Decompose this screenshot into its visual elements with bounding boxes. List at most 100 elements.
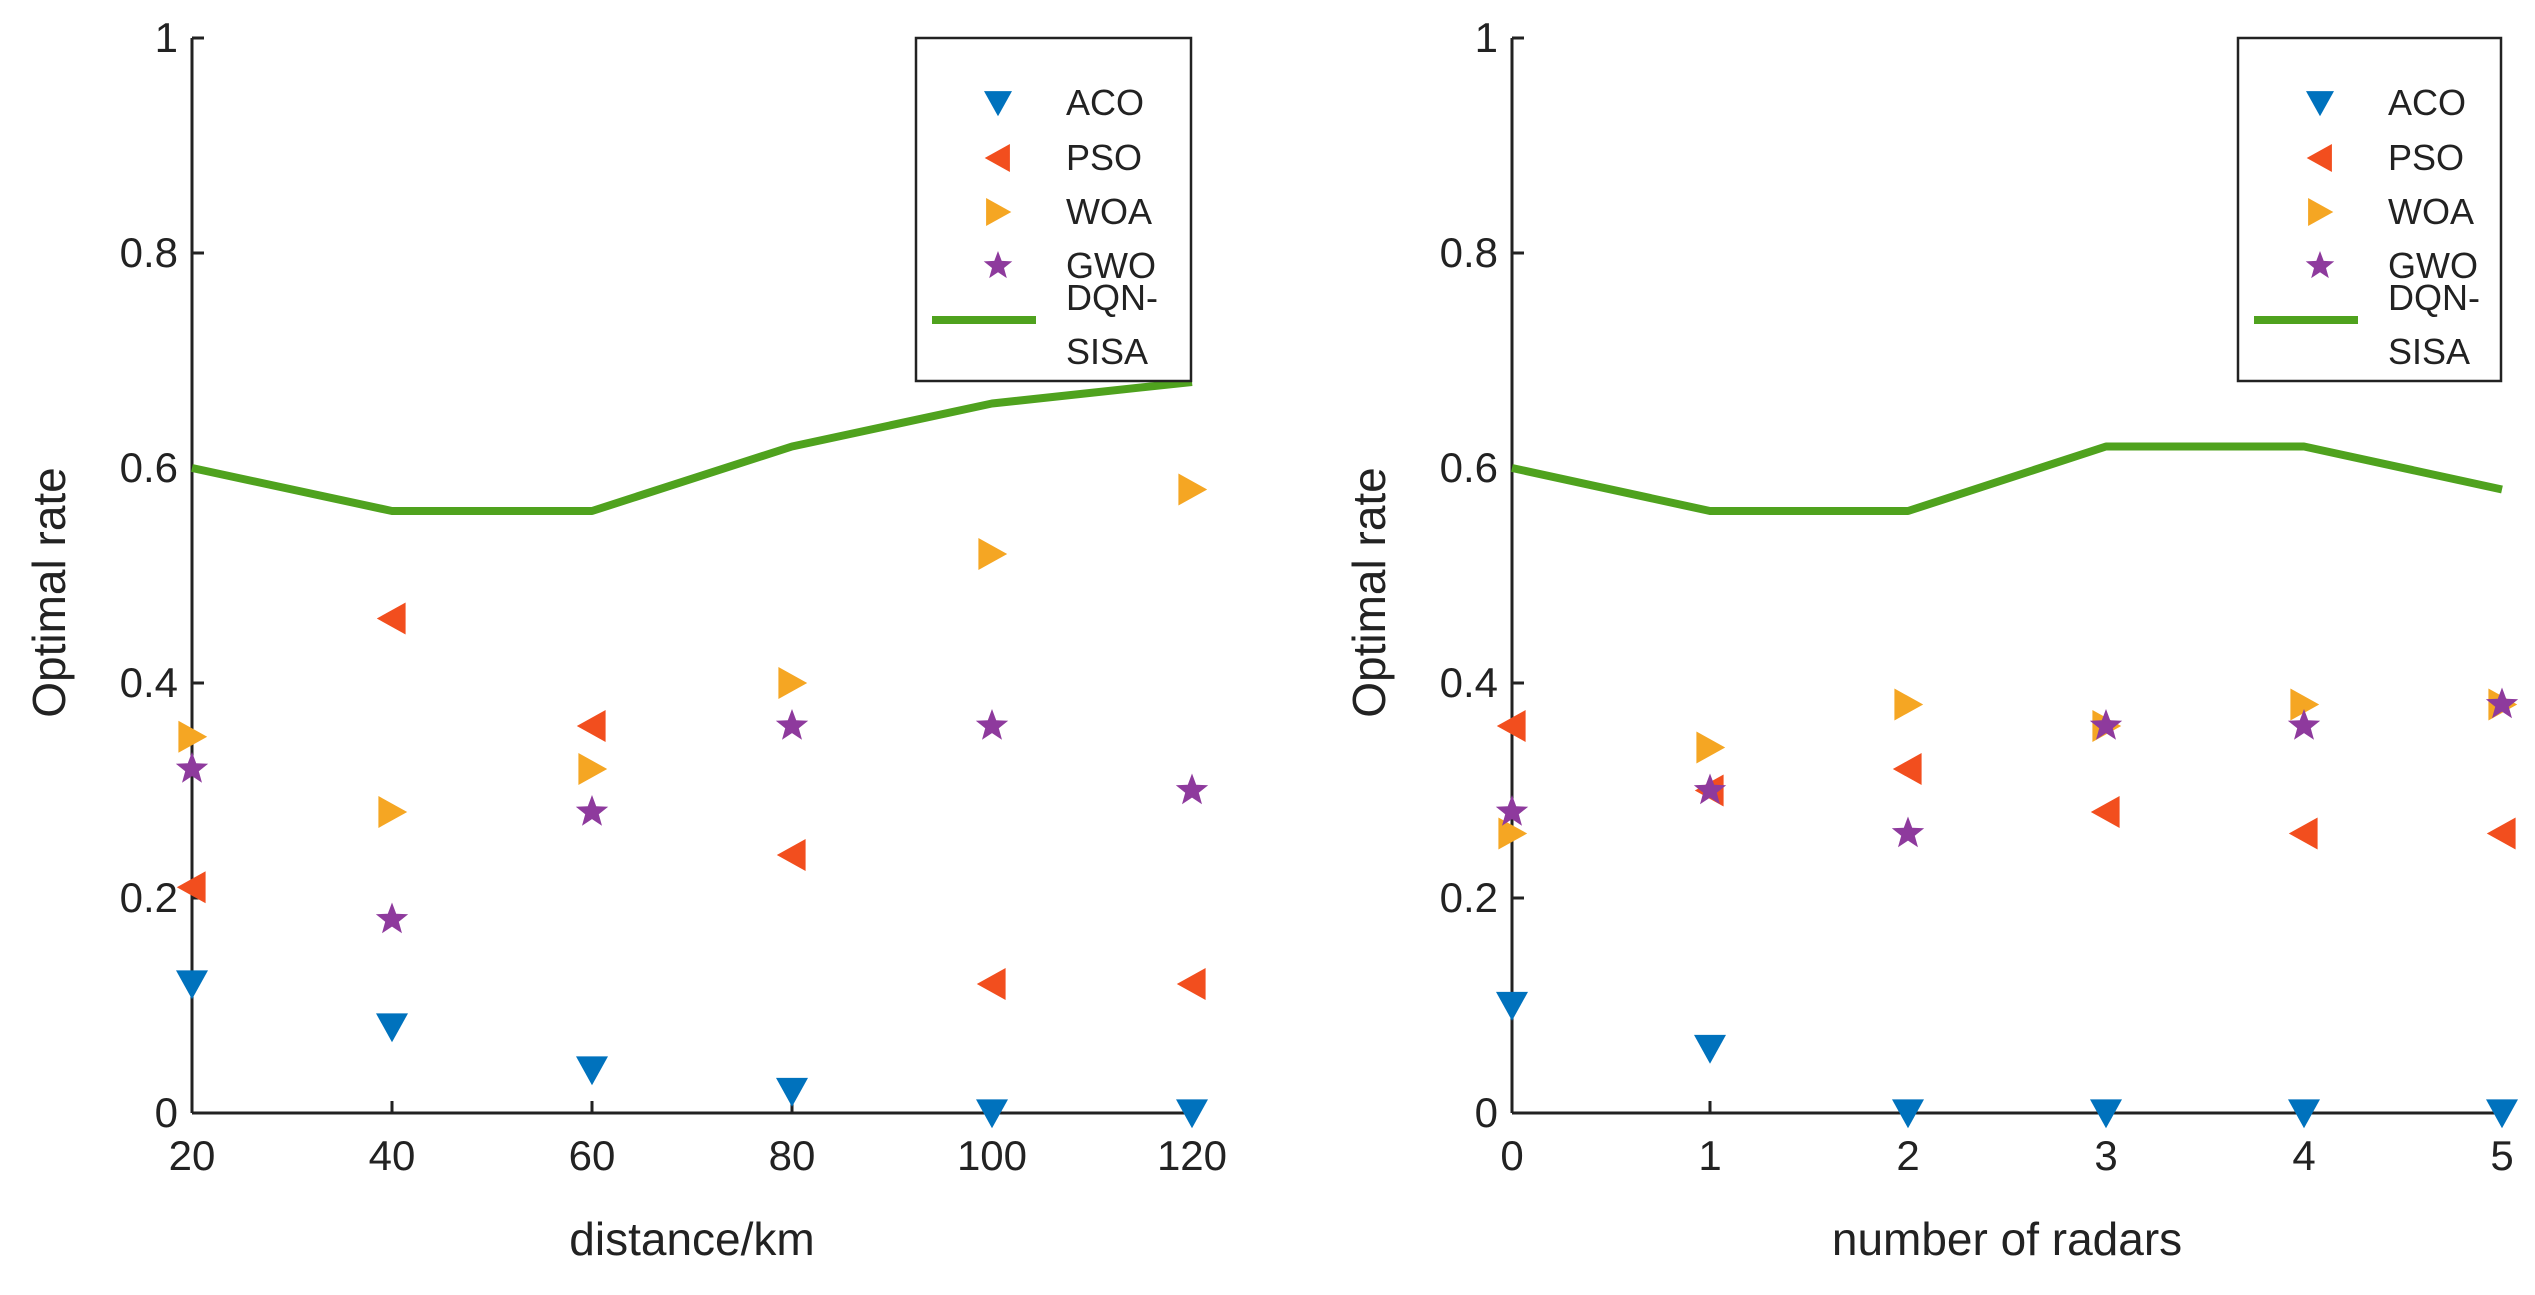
legend-label: PSO — [2388, 137, 2464, 178]
chart-panel-2: 0 0.2 0.4 0.6 0.8 1 0 1 2 3 4 5 number of radars Opti… — [1343, 14, 2519, 1265]
data-point-aco — [1176, 1099, 1208, 1129]
data-point-pso — [2288, 817, 2318, 850]
y-tick-label: 1 — [1475, 14, 1498, 61]
x-tick-label: 4 — [2292, 1132, 2315, 1179]
legend-marker-icon — [984, 144, 1010, 172]
data-point-pso — [376, 602, 406, 635]
data-point-aco — [976, 1099, 1008, 1129]
data-point-aco — [2288, 1099, 2320, 1129]
data-point-pso — [1892, 753, 1922, 785]
x-tick-label: 100 — [957, 1132, 1027, 1179]
data-point-woa — [178, 720, 208, 753]
data-point-pso — [976, 968, 1006, 1000]
legend-label: PSO — [1066, 137, 1142, 178]
series-line-dqn-sisa — [191, 378, 1193, 515]
data-point-aco — [2090, 1099, 2122, 1129]
data-point-gwo — [2089, 709, 2123, 740]
x-tick-label: 5 — [2490, 1132, 2513, 1179]
y-tick-label: 0.6 — [1440, 444, 1498, 491]
data-point-pso — [176, 871, 206, 904]
data-point-aco — [2486, 1099, 2518, 1129]
legend-label: ACO — [1066, 82, 1144, 123]
x-tick-label: 0 — [1500, 1132, 1523, 1179]
legend-label: GWO — [2388, 245, 2478, 286]
data-point-aco — [1496, 991, 1528, 1021]
series-line-dqn-sisa — [1511, 442, 2503, 515]
data-point-gwo — [975, 709, 1009, 740]
data-point-gwo — [1495, 795, 1529, 826]
data-point-pso — [2486, 817, 2516, 850]
data-point-woa — [1696, 731, 1726, 764]
y-tick-label: 0.2 — [120, 874, 178, 921]
data-point-woa — [578, 753, 608, 785]
legend-marker-icon — [2306, 144, 2332, 172]
data-point-aco — [776, 1077, 808, 1107]
y-tick-label: 0.2 — [1440, 874, 1498, 921]
legend-label: SISA — [2388, 331, 2470, 372]
legend-label: WOA — [1066, 191, 1152, 232]
data-point-gwo — [375, 902, 409, 934]
x-axis-label: distance/km — [569, 1213, 814, 1265]
y-axis-label: Optimal rate — [23, 467, 75, 718]
x-tick-label: 80 — [769, 1132, 816, 1179]
y-tick-label: 0.8 — [120, 229, 178, 276]
y-tick-label: 0.6 — [120, 444, 178, 491]
legend-label: DQN- — [1066, 277, 1158, 318]
y-tick-label: 0.4 — [120, 659, 178, 706]
data-point-gwo — [775, 709, 809, 740]
legend-label: WOA — [2388, 191, 2474, 232]
data-point-gwo — [1891, 816, 1925, 848]
legend-marker-icon — [2305, 251, 2335, 279]
data-point-woa — [2290, 688, 2320, 721]
y-axis-label: Optimal rate — [1343, 467, 1395, 718]
legend-label: SISA — [1066, 331, 1148, 372]
legend-marker-icon — [983, 251, 1013, 279]
data-point-woa — [778, 667, 808, 699]
data-point-woa — [1178, 473, 1208, 506]
data-point-pso — [576, 710, 606, 742]
data-point-aco — [176, 970, 208, 1000]
data-point-gwo — [575, 795, 609, 826]
data-point-gwo — [1693, 773, 1727, 805]
y-tick-label: 0 — [155, 1089, 178, 1136]
data-point-woa — [978, 538, 1008, 570]
legend-marker-icon — [2306, 91, 2334, 117]
x-tick-label: 120 — [1157, 1132, 1227, 1179]
data-point-aco — [376, 1013, 408, 1043]
x-tick-label: 40 — [369, 1132, 416, 1179]
data-point-gwo — [2287, 709, 2321, 740]
y-tick-label: 0.8 — [1440, 229, 1498, 276]
x-axis-label: number of radars — [1832, 1213, 2182, 1265]
data-point-gwo — [2485, 687, 2519, 719]
data-point-aco — [1694, 1034, 1726, 1064]
legend-label: ACO — [2388, 82, 2466, 123]
legend-marker-icon — [2308, 198, 2334, 226]
data-point-pso — [776, 839, 806, 871]
legend-label: DQN- — [2388, 277, 2480, 318]
x-tick-label: 60 — [569, 1132, 616, 1179]
data-point-woa — [378, 796, 408, 828]
x-tick-label: 2 — [1896, 1132, 1919, 1179]
data-point-pso — [1176, 968, 1206, 1000]
y-tick-label: 1 — [155, 14, 178, 61]
data-point-woa — [1894, 688, 1924, 721]
legend-label: GWO — [1066, 245, 1156, 286]
data-point-pso — [2090, 796, 2120, 828]
x-tick-label: 1 — [1698, 1132, 1721, 1179]
x-tick-label: 3 — [2094, 1132, 2117, 1179]
data-point-aco — [1892, 1099, 1924, 1129]
data-point-aco — [576, 1056, 608, 1086]
y-tick-label: 0.4 — [1440, 659, 1498, 706]
x-tick-label: 20 — [169, 1132, 216, 1179]
data-point-gwo — [175, 752, 209, 783]
data-point-pso — [1496, 710, 1526, 742]
y-tick-label: 0 — [1475, 1089, 1498, 1136]
legend-marker-icon — [986, 198, 1012, 226]
data-point-gwo — [1175, 773, 1209, 805]
legend-marker-icon — [984, 91, 1012, 117]
data-point-woa — [1498, 817, 1528, 850]
